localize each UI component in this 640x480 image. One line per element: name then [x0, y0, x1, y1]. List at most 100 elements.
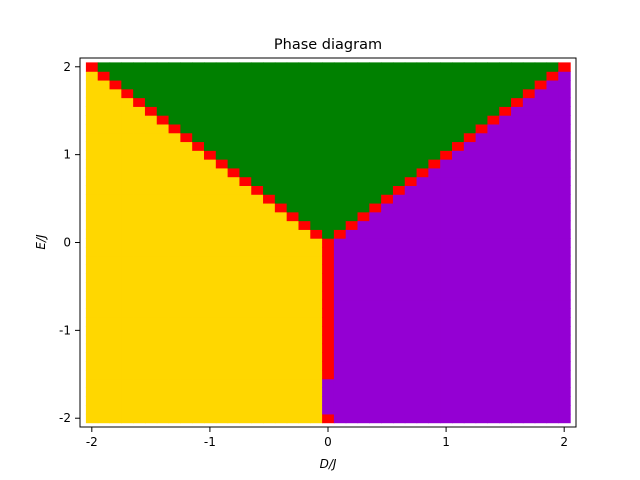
- heatmap-cell-yellow: [156, 308, 170, 318]
- heatmap-cell-yellow: [263, 211, 276, 222]
- heatmap-cell-purple: [475, 317, 489, 327]
- heatmap-cell-green: [286, 88, 300, 99]
- heatmap-cell-purple: [428, 194, 441, 204]
- heatmap-cell-yellow: [121, 317, 134, 327]
- heatmap-cell-green: [215, 88, 229, 99]
- heatmap-cell-green: [215, 62, 229, 72]
- heatmap-cell-yellow: [192, 176, 205, 186]
- heatmap-cell-green: [392, 132, 406, 143]
- heatmap-cell-yellow: [121, 299, 134, 309]
- heatmap-cell-yellow: [204, 238, 217, 248]
- heatmap-cell-purple: [416, 361, 429, 371]
- heatmap-cell-purple: [546, 396, 559, 406]
- heatmap-cell-green: [263, 62, 276, 72]
- heatmap-cell-purple: [452, 282, 465, 292]
- heatmap-cell-purple: [546, 325, 559, 336]
- x-tick-label: 0: [324, 435, 332, 449]
- heatmap-cell-purple: [369, 255, 382, 266]
- heatmap-cell-green: [168, 106, 181, 116]
- heatmap-cell-yellow: [204, 282, 217, 292]
- heatmap-cell-yellow: [121, 352, 134, 362]
- heatmap-cell-purple: [534, 150, 548, 160]
- y-tick-label: -2: [59, 411, 71, 425]
- heatmap-cell-green: [239, 88, 252, 99]
- heatmap-cell-yellow: [215, 352, 229, 362]
- heatmap-cell-yellow: [168, 150, 181, 160]
- heatmap-cell-purple: [499, 343, 512, 353]
- heatmap-cell-green: [404, 123, 418, 134]
- heatmap-cell-red: [109, 79, 122, 90]
- heatmap-cell-yellow: [204, 352, 217, 362]
- heatmap-cell-yellow: [85, 405, 99, 415]
- heatmap-cell-purple: [499, 299, 512, 309]
- heatmap-cell-yellow: [274, 220, 288, 230]
- heatmap-cell-yellow: [85, 88, 99, 99]
- heatmap-cell-yellow: [227, 246, 241, 257]
- heatmap-cell-purple: [463, 378, 477, 389]
- heatmap-cell-yellow: [97, 167, 111, 178]
- heatmap-cell-purple: [345, 255, 359, 266]
- heatmap-cell-yellow: [310, 299, 323, 309]
- heatmap-cell-purple: [369, 361, 382, 371]
- heatmap-cell-purple: [357, 246, 370, 257]
- heatmap-cell-yellow: [97, 308, 111, 318]
- heatmap-cell-green: [475, 106, 489, 116]
- heatmap-cell-green: [416, 106, 429, 116]
- heatmap-cell-purple: [369, 343, 382, 353]
- heatmap-cell-yellow: [109, 325, 122, 336]
- heatmap-cell-purple: [440, 202, 453, 213]
- heatmap-cell-yellow: [109, 185, 122, 195]
- heatmap-cell-green: [452, 123, 465, 134]
- heatmap-cell-yellow: [133, 211, 146, 222]
- heatmap-cell-green: [251, 176, 264, 186]
- heatmap-cell-yellow: [85, 97, 99, 107]
- heatmap-cell-purple: [522, 194, 536, 204]
- heatmap-cell-yellow: [109, 106, 122, 116]
- heatmap-cell-yellow: [97, 185, 111, 195]
- heatmap-cell-yellow: [97, 123, 111, 134]
- heatmap-cell-yellow: [168, 167, 181, 178]
- heatmap-cell-yellow: [133, 299, 146, 309]
- heatmap-cell-green: [381, 176, 394, 186]
- heatmap-cell-purple: [369, 290, 382, 301]
- heatmap-cell-yellow: [85, 185, 99, 195]
- heatmap-cell-red: [310, 229, 323, 239]
- heatmap-cell-yellow: [121, 396, 134, 406]
- heatmap-cell-purple: [452, 413, 465, 424]
- heatmap-cell-purple: [511, 159, 524, 169]
- heatmap-cell-green: [322, 167, 335, 178]
- heatmap-cell-green: [239, 150, 252, 160]
- heatmap-cell-green: [381, 185, 394, 195]
- heatmap-cell-yellow: [85, 167, 99, 178]
- heatmap-cell-purple: [534, 387, 548, 397]
- heatmap-cell-yellow: [192, 352, 205, 362]
- heatmap-cell-green: [156, 79, 170, 90]
- heatmap-cell-green: [404, 62, 418, 72]
- heatmap-cell-green: [298, 106, 311, 116]
- heatmap-cell-purple: [534, 405, 548, 415]
- heatmap-cell-green: [204, 132, 217, 143]
- heatmap-cell-purple: [522, 202, 536, 213]
- heatmap-cell-purple: [487, 282, 500, 292]
- heatmap-cell-purple: [522, 405, 536, 415]
- heatmap-cell-yellow: [239, 387, 252, 397]
- heatmap-cell-red: [392, 185, 406, 195]
- heatmap-cell-yellow: [215, 211, 229, 222]
- heatmap-cell-purple: [522, 211, 536, 222]
- heatmap-cell-purple: [487, 299, 500, 309]
- heatmap-cell-purple: [475, 387, 489, 397]
- heatmap-cell-green: [499, 62, 512, 72]
- heatmap-cell-purple: [440, 176, 453, 186]
- heatmap-cell-red: [322, 413, 335, 424]
- heatmap-cell-green: [392, 115, 406, 125]
- heatmap-cell-green: [239, 106, 252, 116]
- heatmap-cell-purple: [333, 290, 347, 301]
- heatmap-cell-yellow: [192, 167, 205, 178]
- heatmap-cell-yellow: [85, 299, 99, 309]
- heatmap-cell-green: [168, 88, 181, 99]
- heatmap-cell-yellow: [227, 229, 241, 239]
- heatmap-cell-yellow: [133, 308, 146, 318]
- heatmap-cell-purple: [487, 264, 500, 274]
- heatmap-cell-purple: [487, 167, 500, 178]
- heatmap-cell-purple: [416, 387, 429, 397]
